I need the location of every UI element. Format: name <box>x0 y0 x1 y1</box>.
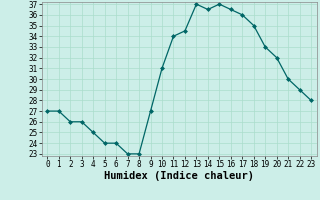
X-axis label: Humidex (Indice chaleur): Humidex (Indice chaleur) <box>104 171 254 181</box>
